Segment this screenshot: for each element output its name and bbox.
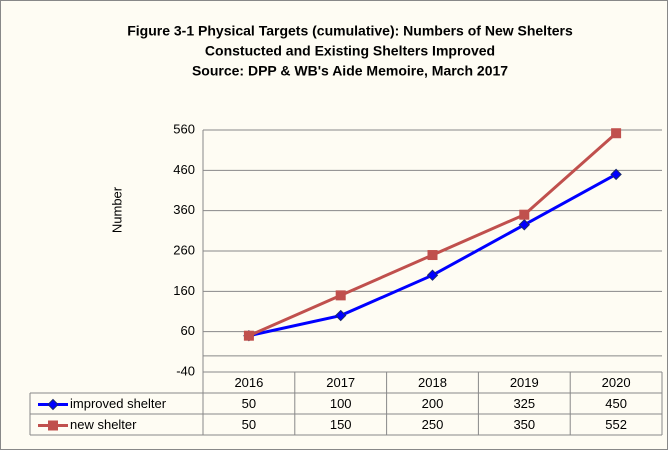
y-tick-label: 560 xyxy=(173,121,195,136)
table-value: 552 xyxy=(605,417,627,432)
data-point xyxy=(518,219,531,231)
y-tick-label: 60 xyxy=(181,323,195,338)
table-value: 350 xyxy=(513,417,535,432)
y-tick-label: 260 xyxy=(173,242,195,257)
table-value: 325 xyxy=(513,396,535,411)
x-tick-label: 2020 xyxy=(602,375,631,390)
data-point xyxy=(47,398,59,411)
y-tick-label: -40 xyxy=(176,363,195,378)
chart-title: Constucted and Existing Shelters Improve… xyxy=(205,43,495,59)
table-value: 200 xyxy=(422,396,444,411)
table-value: 450 xyxy=(605,396,627,411)
table-value: 100 xyxy=(330,396,352,411)
y-axis-label: Number xyxy=(109,186,124,233)
y-tick-label: 460 xyxy=(173,162,195,177)
legend-label: new shelter xyxy=(70,417,137,432)
data-point xyxy=(334,309,347,322)
data-point xyxy=(243,330,254,341)
x-tick-label: 2017 xyxy=(326,375,355,390)
data-point xyxy=(427,250,438,261)
chart-title: Figure 3-1 Physical Targets (cumulative)… xyxy=(127,23,573,39)
table-value: 150 xyxy=(330,417,352,432)
data-point xyxy=(48,420,58,431)
x-tick-label: 2016 xyxy=(234,375,263,390)
table-value: 50 xyxy=(242,396,256,411)
data-point xyxy=(335,290,346,301)
chart-source: Source: DPP & WB's Aide Memoire, March 2… xyxy=(192,63,508,79)
x-tick-label: 2018 xyxy=(418,375,447,390)
data-point xyxy=(519,209,530,220)
data-point xyxy=(610,168,622,181)
data-point xyxy=(611,128,622,139)
y-tick-label: 360 xyxy=(173,202,195,217)
legend-label: improved shelter xyxy=(70,396,167,411)
table-value: 50 xyxy=(242,417,256,432)
y-tick-label: 160 xyxy=(173,283,195,298)
x-tick-label: 2019 xyxy=(510,375,539,390)
table-value: 250 xyxy=(422,417,444,432)
data-point xyxy=(426,269,439,281)
